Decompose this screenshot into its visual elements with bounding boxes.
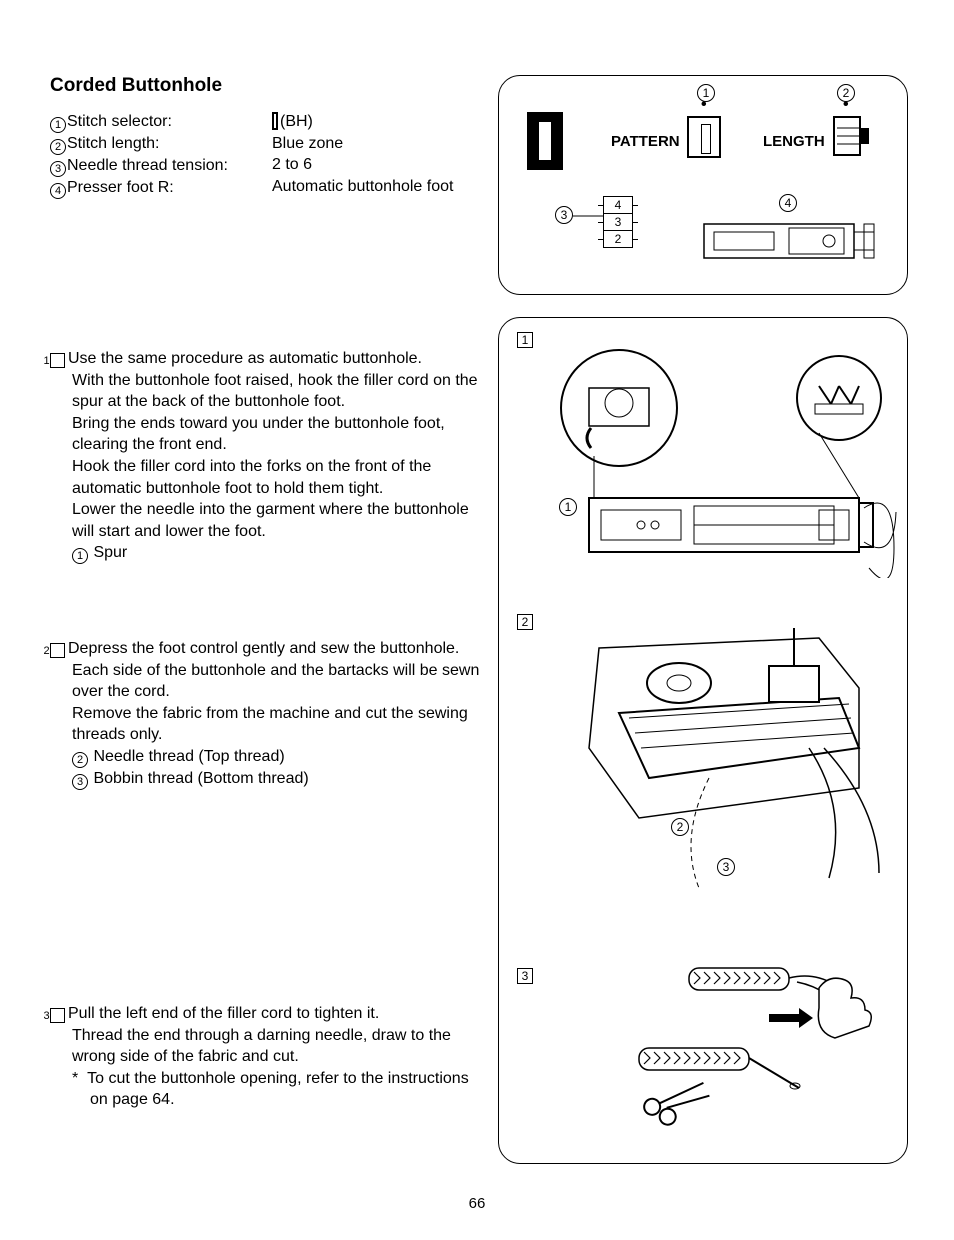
figure-2-diagram bbox=[559, 618, 899, 898]
setting-1-value: (BH) bbox=[272, 111, 453, 133]
figure-3-diagram bbox=[619, 958, 899, 1148]
figure-1-diagram bbox=[519, 338, 899, 578]
fig2-callout-2: 2 bbox=[671, 818, 689, 836]
step-3: 3Pull the left end of the filler cord to… bbox=[50, 985, 490, 1111]
callout-3: 3 bbox=[555, 206, 573, 224]
pattern-dial-icon bbox=[687, 116, 721, 158]
tension-scale: 4 3 2 bbox=[603, 196, 633, 247]
fig1-callout-1: 1 bbox=[559, 498, 577, 516]
callout-4: 4 bbox=[779, 194, 797, 212]
length-label: LENGTH bbox=[763, 133, 825, 150]
presser-foot-icon bbox=[699, 214, 879, 274]
callout-2: 2 bbox=[837, 84, 855, 102]
step-1: 1Use the same procedure as automatic but… bbox=[50, 330, 490, 564]
fig-step-2: 2 bbox=[517, 614, 533, 630]
step-2: 2Depress the foot control gently and sew… bbox=[50, 620, 490, 790]
callout-1: 1 bbox=[697, 84, 715, 102]
buttonhole-icon bbox=[527, 112, 563, 170]
setting-3-label: 3Needle thread tension: bbox=[50, 155, 272, 177]
setting-4-label: 4Presser foot R: bbox=[50, 177, 272, 199]
length-dial-icon bbox=[833, 116, 861, 156]
setting-2-value: Blue zone bbox=[272, 133, 453, 155]
figure-settings-panel: PATTERN • 1 LENGTH • 2 3 4 3 2 4 bbox=[498, 75, 908, 295]
fig-step-3: 3 bbox=[517, 968, 533, 984]
page-number: 66 bbox=[0, 1195, 954, 1212]
setting-3-value: 2 to 6 bbox=[272, 154, 453, 176]
setting-2-label: 2Stitch length: bbox=[50, 133, 272, 155]
fig2-callout-3: 3 bbox=[717, 858, 735, 876]
pattern-label: PATTERN bbox=[611, 133, 680, 150]
setting-1-label: 1Stitch selector: bbox=[50, 111, 272, 133]
figure-steps-panel: 1 1 2 bbox=[498, 317, 908, 1164]
setting-4-value: Automatic buttonhole foot bbox=[272, 176, 453, 198]
